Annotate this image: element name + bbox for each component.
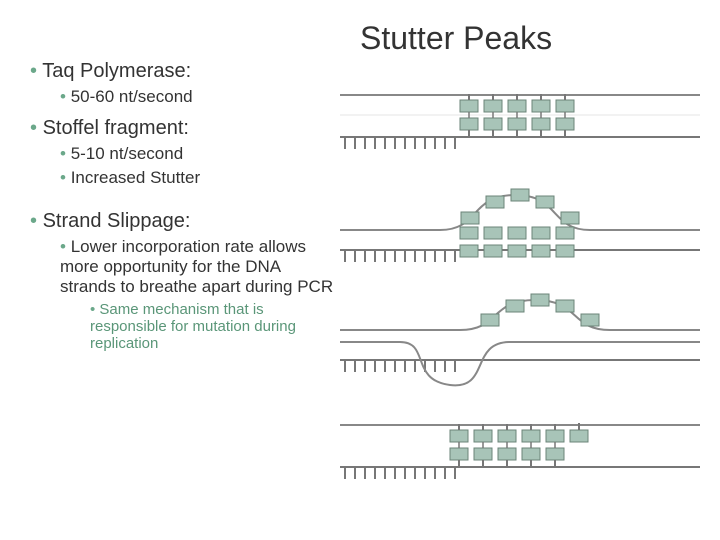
dna-panel-4 (340, 400, 720, 510)
bullet-slippage-desc: Lower incorporation rate allows more opp… (60, 237, 340, 297)
bullet-list: Taq Polymerase: 50-60 nt/second Stoffel … (30, 60, 340, 356)
bullet-taq-rate: 50-60 nt/second (60, 87, 340, 107)
slide-title: Stutter Peaks (360, 20, 552, 57)
bullet-slippage-sub: Same mechanism that is responsible for m… (90, 301, 340, 352)
dna-diagrams (340, 70, 720, 510)
bullet-slippage: Strand Slippage: (30, 210, 340, 233)
dna-panel-3 (340, 290, 720, 400)
bullet-taq: Taq Polymerase: (30, 60, 340, 83)
bullet-stoffel-rate: 5-10 nt/second (60, 144, 340, 164)
dna-panel-2 (340, 180, 720, 290)
dna-panel-1 (340, 70, 720, 180)
bullet-stoffel-note: Increased Stutter (60, 168, 340, 188)
bullet-stoffel: Stoffel fragment: (30, 117, 340, 140)
